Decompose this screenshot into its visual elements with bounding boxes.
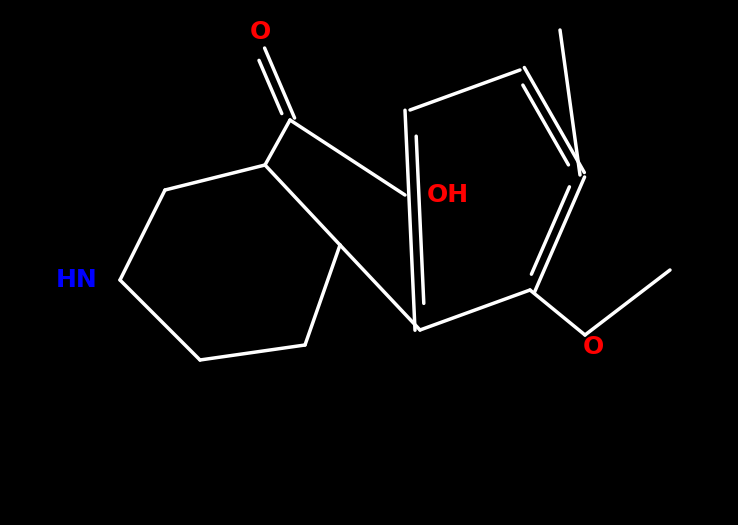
Text: OH: OH	[427, 183, 469, 207]
Text: O: O	[249, 20, 271, 44]
Text: HN: HN	[56, 268, 98, 292]
Text: O: O	[582, 335, 604, 359]
